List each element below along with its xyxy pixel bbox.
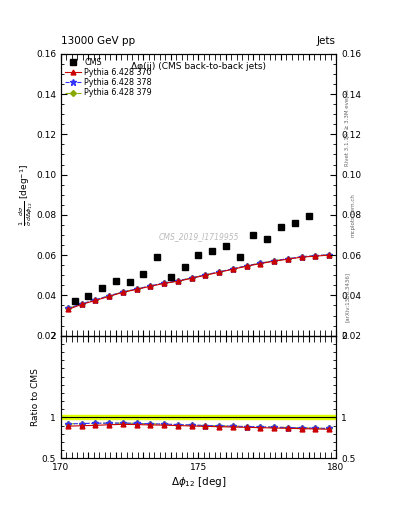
Pythia 6.428 379 <box>120 289 125 295</box>
CMS <box>114 278 118 284</box>
Pythia 6.428 370 <box>107 293 111 300</box>
CMS <box>224 243 228 249</box>
Pythia 6.428 378 <box>272 258 276 264</box>
Y-axis label: Ratio to CMS: Ratio to CMS <box>31 368 40 426</box>
Legend: CMS, Pythia 6.428 370, Pythia 6.428 378, Pythia 6.428 379: CMS, Pythia 6.428 370, Pythia 6.428 378,… <box>63 56 154 99</box>
Pythia 6.428 378 <box>134 286 139 292</box>
Line: CMS: CMS <box>72 213 311 304</box>
CMS <box>251 232 256 238</box>
Text: Jets: Jets <box>317 36 336 46</box>
Pythia 6.428 378 <box>162 280 166 286</box>
Line: Pythia 6.428 370: Pythia 6.428 370 <box>65 253 332 312</box>
Pythia 6.428 379 <box>272 258 276 264</box>
Pythia 6.428 379 <box>189 275 194 281</box>
Pythia 6.428 378 <box>230 266 235 272</box>
Pythia 6.428 378 <box>258 260 263 266</box>
Pythia 6.428 378 <box>313 252 318 259</box>
Pythia 6.428 379 <box>285 255 290 262</box>
Pythia 6.428 378 <box>299 253 304 260</box>
CMS <box>100 285 105 291</box>
Text: [arXiv:1306.3436]: [arXiv:1306.3436] <box>345 272 350 322</box>
Pythia 6.428 379 <box>244 263 249 269</box>
Pythia 6.428 379 <box>107 293 111 299</box>
Pythia 6.428 370 <box>79 302 84 308</box>
Line: Pythia 6.428 378: Pythia 6.428 378 <box>65 251 332 312</box>
Pythia 6.428 370 <box>217 269 221 275</box>
Pythia 6.428 378 <box>107 293 111 299</box>
Pythia 6.428 379 <box>217 269 221 275</box>
Pythia 6.428 378 <box>285 255 290 262</box>
Pythia 6.428 379 <box>313 252 318 259</box>
CMS <box>292 220 297 226</box>
Pythia 6.428 378 <box>65 306 70 312</box>
Pythia 6.428 379 <box>230 266 235 272</box>
Pythia 6.428 370 <box>120 289 125 295</box>
Pythia 6.428 370 <box>134 286 139 292</box>
CMS <box>306 213 311 219</box>
CMS <box>169 274 173 281</box>
Pythia 6.428 378 <box>120 289 125 295</box>
CMS <box>210 248 215 254</box>
CMS <box>196 252 201 258</box>
CMS <box>265 236 270 242</box>
CMS <box>279 224 283 230</box>
Pythia 6.428 379 <box>65 306 70 312</box>
Pythia 6.428 378 <box>148 283 153 289</box>
Pythia 6.428 378 <box>189 275 194 281</box>
Text: CMS_2019_I1719955: CMS_2019_I1719955 <box>158 232 239 242</box>
Pythia 6.428 379 <box>299 253 304 260</box>
Bar <box>61 415 336 419</box>
Pythia 6.428 370 <box>272 258 276 264</box>
Pythia 6.428 370 <box>258 261 263 267</box>
Pythia 6.428 378 <box>79 301 84 307</box>
Pythia 6.428 379 <box>79 301 84 307</box>
Pythia 6.428 378 <box>327 252 331 258</box>
Pythia 6.428 379 <box>258 260 263 266</box>
CMS <box>72 298 77 305</box>
Line: Pythia 6.428 379: Pythia 6.428 379 <box>66 252 331 311</box>
Pythia 6.428 379 <box>175 278 180 284</box>
Pythia 6.428 370 <box>203 272 208 279</box>
Pythia 6.428 370 <box>93 297 97 304</box>
Pythia 6.428 379 <box>93 297 97 303</box>
CMS <box>155 254 160 260</box>
Pythia 6.428 370 <box>327 252 331 258</box>
CMS <box>237 254 242 260</box>
Pythia 6.428 370 <box>189 275 194 282</box>
Text: Rivet 3.1.10, ≥ 3.3M events: Rivet 3.1.10, ≥ 3.3M events <box>345 90 350 166</box>
Pythia 6.428 370 <box>299 254 304 260</box>
Pythia 6.428 378 <box>175 278 180 284</box>
Pythia 6.428 370 <box>65 306 70 312</box>
Pythia 6.428 378 <box>203 272 208 278</box>
Pythia 6.428 379 <box>134 286 139 292</box>
CMS <box>127 279 132 285</box>
CMS <box>182 264 187 270</box>
Text: Δφ(jj) (CMS back-to-back jets): Δφ(jj) (CMS back-to-back jets) <box>131 62 266 71</box>
Pythia 6.428 370 <box>162 280 166 286</box>
Pythia 6.428 370 <box>175 278 180 284</box>
Pythia 6.428 379 <box>148 283 153 289</box>
Pythia 6.428 379 <box>327 252 331 258</box>
Pythia 6.428 370 <box>313 253 318 259</box>
Pythia 6.428 378 <box>217 269 221 275</box>
Pythia 6.428 378 <box>93 297 97 303</box>
X-axis label: $\Delta\phi_{12}$ [deg]: $\Delta\phi_{12}$ [deg] <box>171 475 226 489</box>
Pythia 6.428 379 <box>162 280 166 286</box>
Text: mcplots.cern.ch: mcplots.cern.ch <box>351 193 356 237</box>
Pythia 6.428 370 <box>148 283 153 289</box>
Pythia 6.428 370 <box>230 266 235 272</box>
Pythia 6.428 370 <box>244 263 249 269</box>
Y-axis label: $\frac{1}{\bar{\sigma}}\frac{d\sigma}{d\Delta\phi_{12}}$ [deg$^{-1}$]: $\frac{1}{\bar{\sigma}}\frac{d\sigma}{d\… <box>17 164 35 226</box>
Pythia 6.428 378 <box>244 263 249 269</box>
CMS <box>86 293 91 300</box>
Pythia 6.428 370 <box>285 256 290 262</box>
Pythia 6.428 379 <box>203 272 208 278</box>
Text: 13000 GeV pp: 13000 GeV pp <box>61 36 135 46</box>
CMS <box>141 271 146 278</box>
